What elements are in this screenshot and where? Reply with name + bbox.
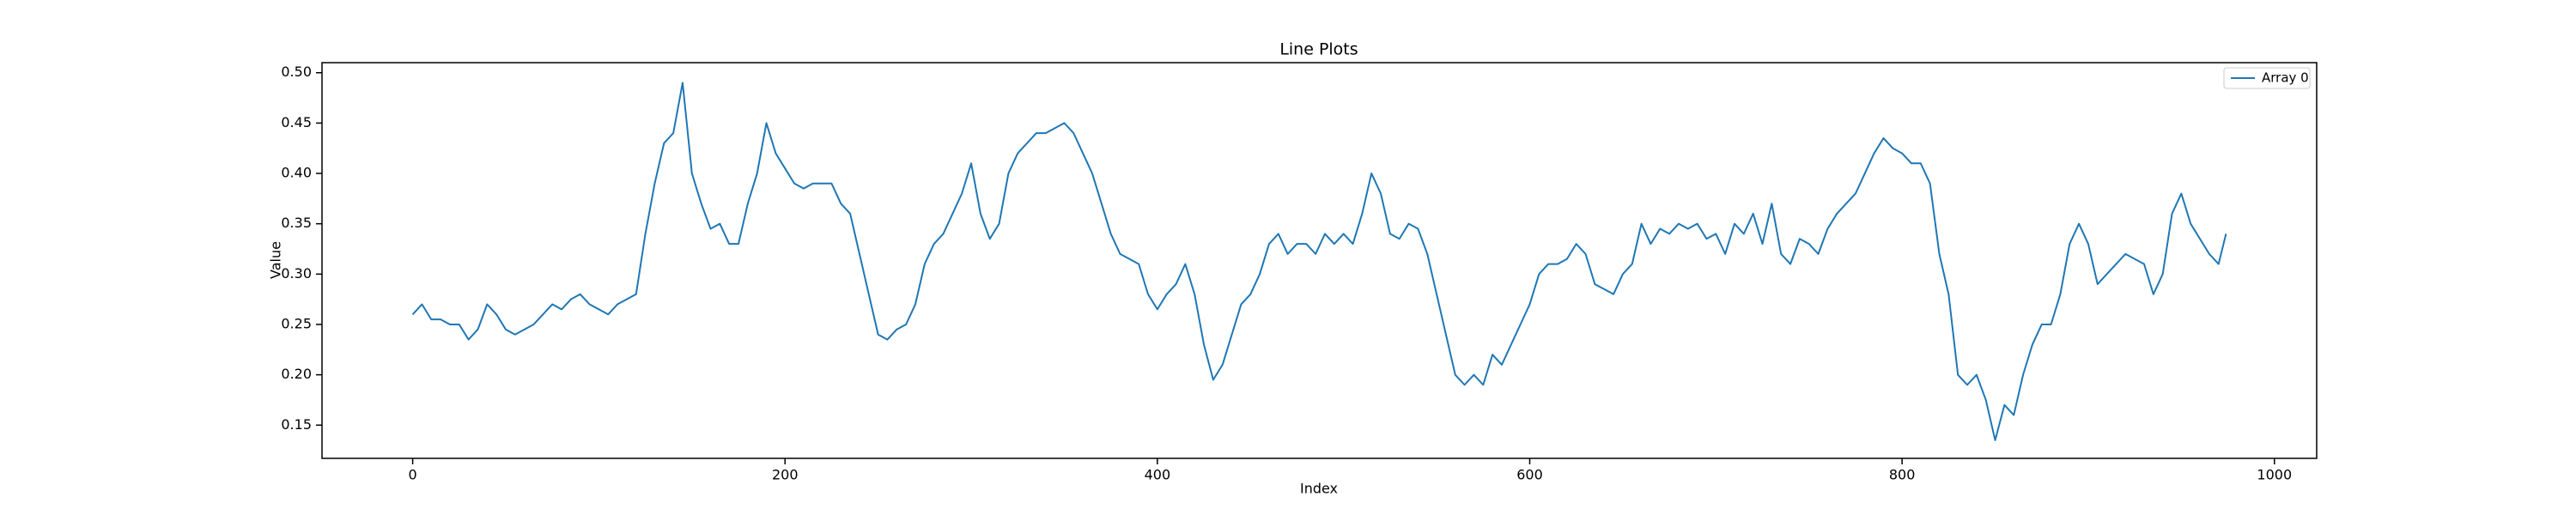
x-tick-label: 0 <box>408 467 416 483</box>
plot-frame <box>321 62 2318 459</box>
chart-title: Line Plots <box>1279 40 1358 59</box>
legend-box <box>2223 67 2311 89</box>
y-tick-label: 0.30 <box>281 265 312 282</box>
x-tick-label: 800 <box>1889 467 1916 483</box>
y-tick-label: 0.45 <box>281 114 312 130</box>
line-series <box>411 82 2227 441</box>
y-axis-label: Value <box>268 241 284 279</box>
legend-label: Array 0 <box>2262 70 2309 86</box>
y-tick-label: 0.35 <box>281 215 312 231</box>
x-tick-label: 400 <box>1145 467 1171 483</box>
y-tick-label: 0.20 <box>281 366 312 382</box>
x-tick-label: 1000 <box>2257 467 2292 483</box>
y-tick-label: 0.25 <box>281 315 312 331</box>
y-tick-label: 0.15 <box>281 416 312 433</box>
x-axis-label: Index <box>1300 481 1338 497</box>
x-tick-label: 600 <box>1516 467 1543 483</box>
y-tick-label: 0.50 <box>281 64 312 80</box>
x-tick-label: 200 <box>772 467 799 483</box>
y-tick-label: 0.40 <box>281 165 312 181</box>
